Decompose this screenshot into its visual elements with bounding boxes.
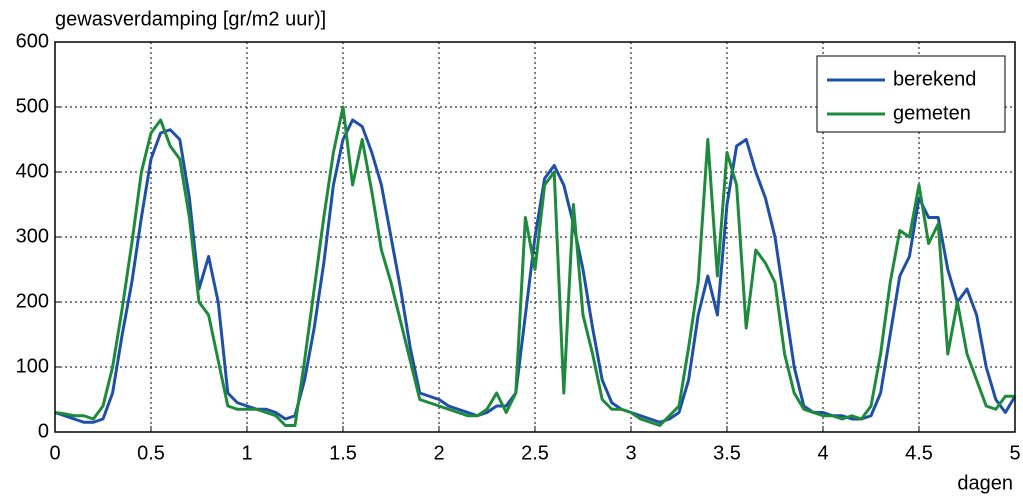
y-tick-label: 100 xyxy=(16,355,49,377)
x-tick-label: 0 xyxy=(49,442,60,464)
data-line xyxy=(54,105,1015,427)
y-tick-label: 300 xyxy=(16,225,49,247)
y-tick-label: 400 xyxy=(16,160,49,182)
y-tick-label: 200 xyxy=(16,290,49,312)
legend-label: gemeten xyxy=(893,102,971,124)
y-tick-label: 600 xyxy=(16,30,49,52)
x-tick-label: 3.5 xyxy=(713,442,741,464)
legend-box xyxy=(816,55,1006,133)
x-tick-label: 4 xyxy=(817,442,828,464)
y-axis-label: gewasverdamping [gr/m2 uur)] xyxy=(55,8,326,30)
x-tick-label: 0.5 xyxy=(137,442,165,464)
x-tick-label: 4.5 xyxy=(905,442,933,464)
plot-frame xyxy=(54,41,1016,433)
x-tick-label: 1 xyxy=(241,442,252,464)
x-axis-label: dagen xyxy=(957,472,1013,494)
x-tick-label: 2.5 xyxy=(521,442,549,464)
x-tick-label: 5 xyxy=(1009,442,1020,464)
y-tick-label: 0 xyxy=(38,420,49,442)
data-line xyxy=(54,118,1017,424)
x-tick-label: 1.5 xyxy=(329,442,357,464)
legend-label: berekend xyxy=(893,68,976,90)
x-tick-label: 3 xyxy=(625,442,636,464)
y-tick-label: 500 xyxy=(16,95,49,117)
x-tick-label: 2 xyxy=(433,442,444,464)
